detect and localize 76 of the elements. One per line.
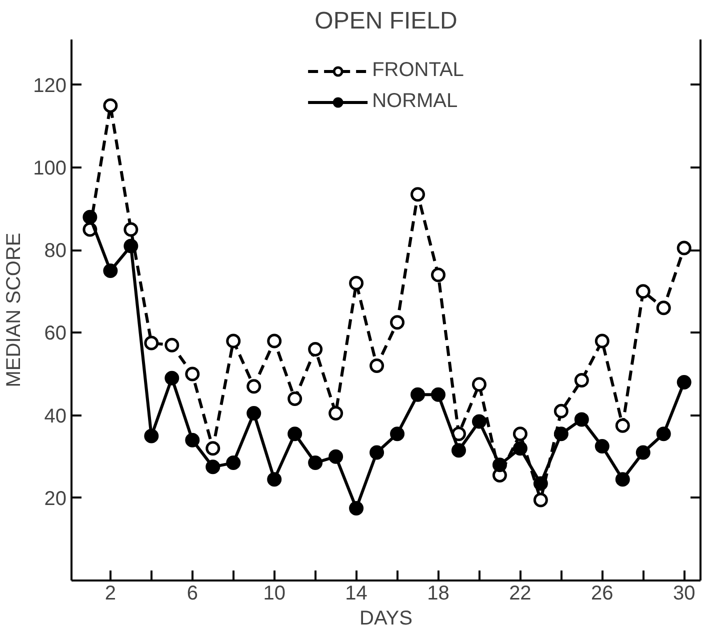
point bbox=[82, 210, 98, 224]
point bbox=[124, 222, 138, 237]
point bbox=[246, 406, 262, 420]
point bbox=[328, 449, 344, 464]
y-tick-label: 40 bbox=[44, 405, 67, 428]
point bbox=[410, 187, 426, 202]
point bbox=[574, 412, 589, 427]
point bbox=[554, 426, 568, 442]
point bbox=[512, 426, 528, 442]
x-tick-label: 2 bbox=[104, 582, 116, 604]
point bbox=[390, 315, 405, 330]
point bbox=[349, 500, 364, 516]
point bbox=[349, 276, 364, 290]
point bbox=[185, 366, 200, 382]
x-tick-label: 26 bbox=[591, 582, 614, 604]
point bbox=[615, 472, 630, 487]
point bbox=[288, 392, 302, 406]
point bbox=[103, 264, 118, 278]
point bbox=[288, 426, 302, 442]
point bbox=[164, 370, 180, 386]
point bbox=[267, 472, 282, 487]
point bbox=[410, 387, 426, 402]
point bbox=[472, 377, 486, 392]
point bbox=[370, 358, 384, 373]
x-tick-label: 22 bbox=[509, 582, 532, 604]
chart-title: OPEN FIELD bbox=[314, 8, 458, 34]
point bbox=[185, 432, 200, 448]
y-tick-label: 60 bbox=[44, 322, 67, 345]
point bbox=[656, 300, 671, 316]
point bbox=[390, 426, 405, 442]
y-tick-label: 80 bbox=[44, 240, 67, 262]
point bbox=[615, 418, 630, 433]
point bbox=[370, 445, 384, 460]
point bbox=[656, 426, 671, 442]
point bbox=[492, 458, 507, 472]
point bbox=[308, 342, 323, 356]
point bbox=[472, 414, 486, 429]
point bbox=[328, 406, 344, 420]
point bbox=[144, 336, 159, 350]
x-tick-label: 6 bbox=[186, 582, 198, 604]
point bbox=[676, 375, 692, 390]
point bbox=[267, 334, 282, 348]
point bbox=[308, 456, 323, 470]
y-tick-label: 120 bbox=[33, 74, 67, 97]
point bbox=[512, 441, 528, 456]
y-tick-label: 100 bbox=[33, 158, 67, 180]
point bbox=[636, 445, 650, 460]
point bbox=[226, 456, 241, 470]
point bbox=[451, 443, 466, 458]
point bbox=[103, 98, 118, 113]
y-tick-label: 20 bbox=[44, 488, 67, 510]
point bbox=[206, 460, 220, 474]
x-tick-label: 18 bbox=[427, 582, 450, 604]
legend-label: FRONTAL bbox=[372, 59, 464, 82]
point bbox=[676, 240, 692, 256]
point bbox=[594, 334, 610, 348]
point bbox=[430, 387, 446, 402]
point bbox=[554, 404, 568, 418]
point bbox=[164, 338, 180, 352]
point bbox=[430, 268, 446, 282]
y-axis-title: MEDIAN SCORE bbox=[3, 232, 26, 388]
point bbox=[246, 379, 262, 394]
x-tick-label: 10 bbox=[263, 582, 286, 604]
point bbox=[533, 492, 548, 508]
legend-label: NORMAL bbox=[372, 90, 458, 113]
point bbox=[533, 476, 548, 491]
x-axis-title: DAYS bbox=[360, 608, 412, 630]
x-tick-label: 14 bbox=[345, 582, 368, 604]
point bbox=[594, 439, 610, 454]
point bbox=[206, 441, 220, 456]
point bbox=[124, 238, 138, 254]
point bbox=[636, 284, 650, 299]
point bbox=[226, 334, 241, 348]
x-tick-label: 30 bbox=[672, 582, 696, 604]
point bbox=[574, 372, 589, 388]
point bbox=[144, 428, 159, 444]
